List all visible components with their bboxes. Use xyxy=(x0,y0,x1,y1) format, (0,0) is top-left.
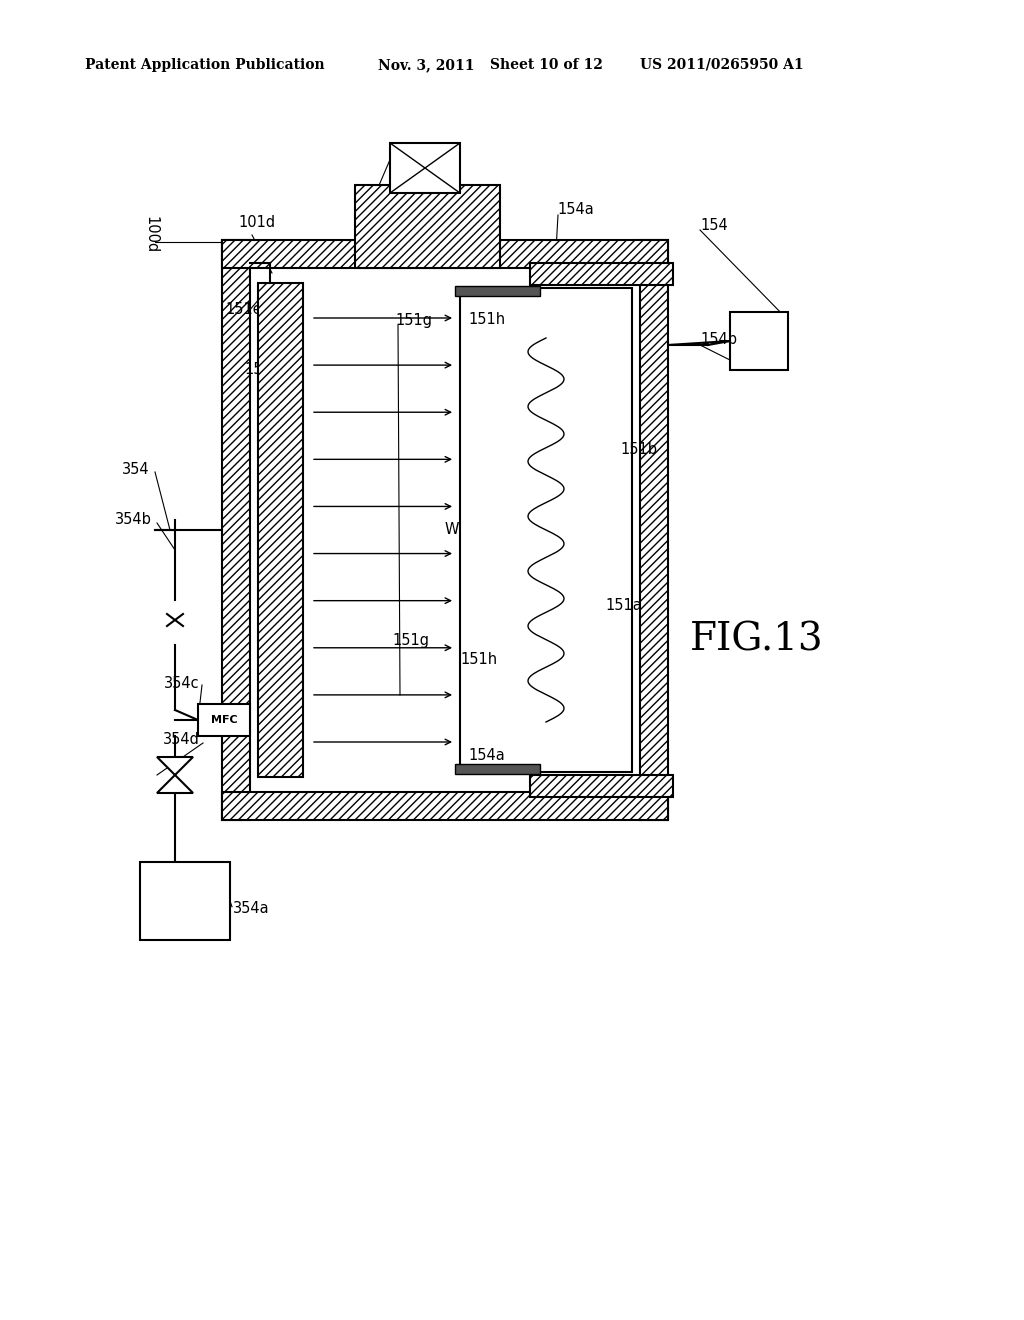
Bar xyxy=(455,286,540,296)
Bar xyxy=(530,263,673,285)
Text: Patent Application Publication: Patent Application Publication xyxy=(85,58,325,73)
Text: 101d: 101d xyxy=(238,215,275,230)
Bar xyxy=(198,704,250,737)
Text: 151a: 151a xyxy=(605,598,642,612)
Text: 151e: 151e xyxy=(225,302,262,318)
Text: 151h: 151h xyxy=(460,652,497,668)
Bar xyxy=(140,862,230,940)
Text: 354c: 354c xyxy=(165,676,200,690)
Polygon shape xyxy=(157,756,193,775)
Bar xyxy=(222,240,668,268)
Text: 154: 154 xyxy=(700,218,728,232)
Text: 151h: 151h xyxy=(468,313,505,327)
Text: 354a: 354a xyxy=(233,902,269,916)
Bar xyxy=(455,764,540,774)
Bar xyxy=(390,143,460,193)
Text: 151f: 151f xyxy=(244,363,276,378)
Text: Nov. 3, 2011: Nov. 3, 2011 xyxy=(378,58,474,73)
Text: G: G xyxy=(354,213,366,227)
Bar xyxy=(530,775,673,797)
Text: 154a: 154a xyxy=(557,202,594,218)
Text: Sheet 10 of 12: Sheet 10 of 12 xyxy=(490,58,603,73)
Bar xyxy=(355,185,500,268)
Bar xyxy=(730,312,788,370)
Text: 151b: 151b xyxy=(620,442,657,458)
Bar xyxy=(640,240,668,820)
Bar xyxy=(460,288,632,772)
Bar xyxy=(258,282,303,777)
Text: 151g: 151g xyxy=(392,632,429,648)
Polygon shape xyxy=(157,775,193,793)
Bar xyxy=(250,268,640,792)
Text: 151c: 151c xyxy=(462,187,498,202)
Text: W: W xyxy=(444,523,459,537)
Text: FIG.13: FIG.13 xyxy=(690,622,823,659)
Text: 154a: 154a xyxy=(468,747,505,763)
Text: 154b: 154b xyxy=(700,333,737,347)
Text: 354: 354 xyxy=(123,462,150,478)
Text: 151g: 151g xyxy=(395,313,432,327)
Text: MFC: MFC xyxy=(211,715,238,725)
Text: 354b: 354b xyxy=(115,512,152,528)
Bar xyxy=(222,792,668,820)
Bar xyxy=(222,240,250,820)
Text: 100d: 100d xyxy=(143,216,158,253)
Text: 354d: 354d xyxy=(163,733,200,747)
Text: US 2011/0265950 A1: US 2011/0265950 A1 xyxy=(640,58,804,73)
